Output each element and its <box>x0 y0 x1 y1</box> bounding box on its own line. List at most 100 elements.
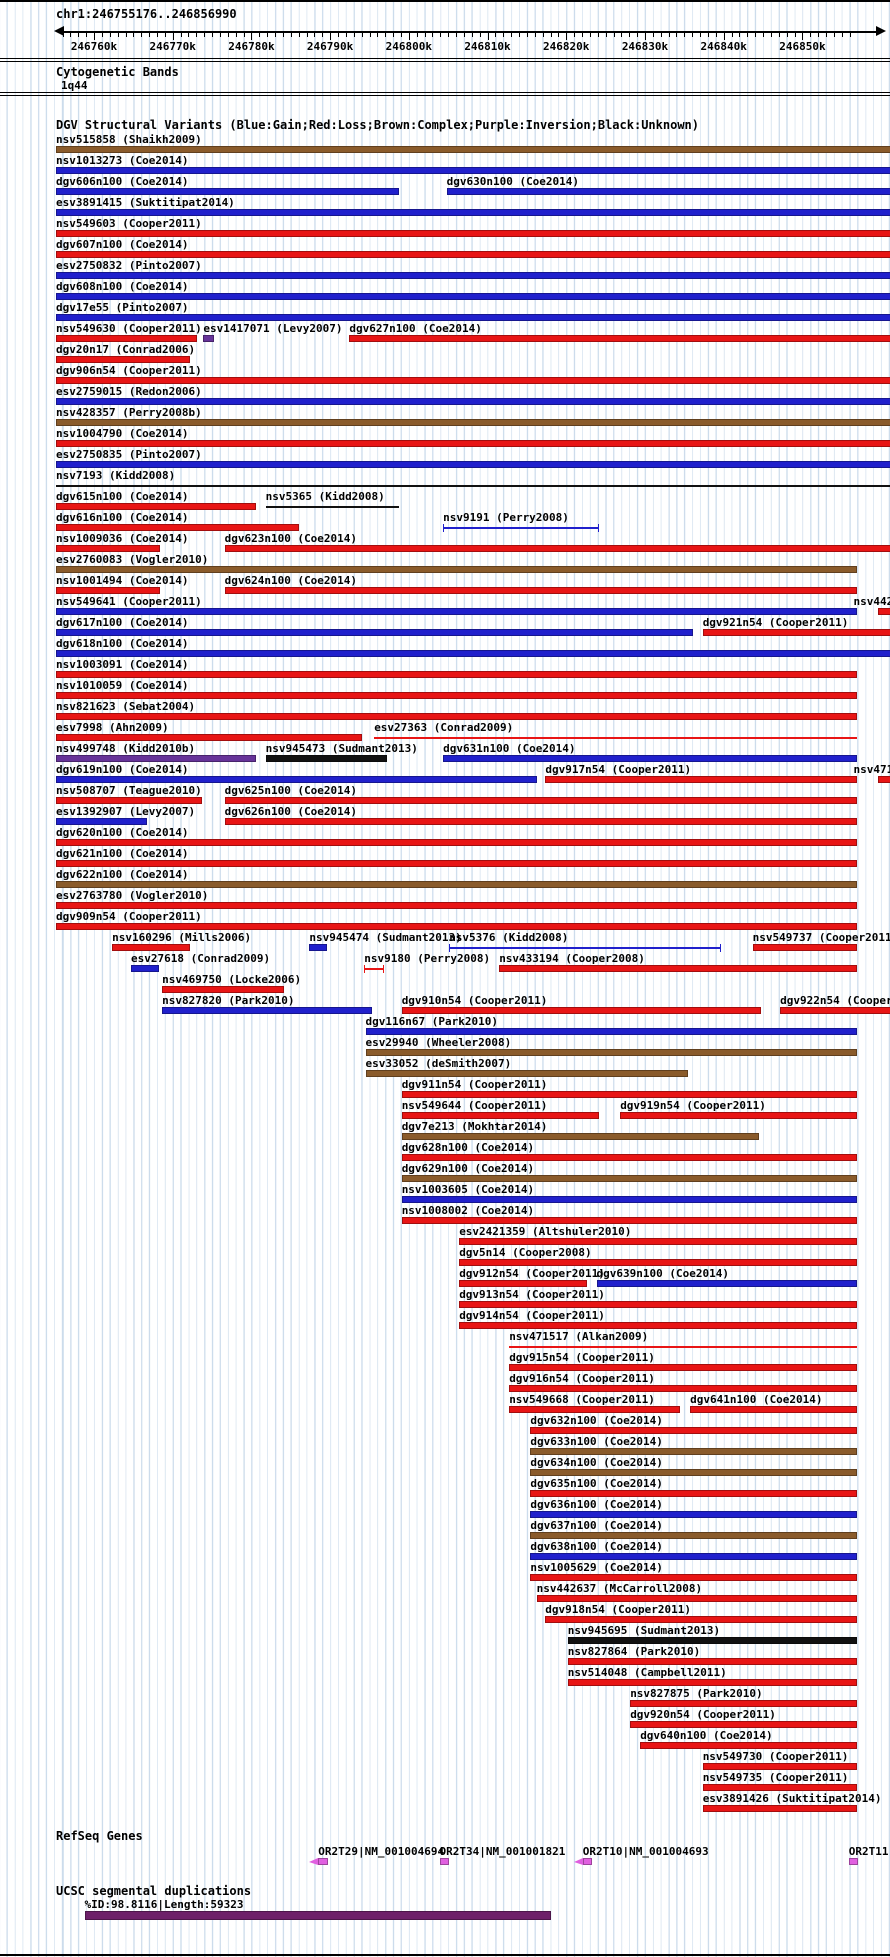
variant-line[interactable] <box>374 737 858 739</box>
variant-bar[interactable] <box>630 1721 858 1728</box>
variant-bar[interactable] <box>56 608 858 615</box>
variant-bar[interactable] <box>459 1322 858 1329</box>
variant-bar[interactable] <box>112 944 190 951</box>
variant-bar[interactable] <box>545 1616 858 1623</box>
variant-bar[interactable] <box>56 272 890 279</box>
segdup-bar[interactable] <box>84 1911 552 1920</box>
variant-bar[interactable] <box>56 902 858 909</box>
variant-bar[interactable] <box>349 335 890 342</box>
variant-bar[interactable] <box>56 587 160 594</box>
variant-bar[interactable] <box>702 1763 858 1770</box>
variant-bar[interactable] <box>877 608 890 615</box>
variant-bar[interactable] <box>401 1091 858 1098</box>
variant-bar[interactable] <box>56 692 858 699</box>
variant-bar[interactable] <box>56 713 858 720</box>
variant-bar[interactable] <box>56 923 858 930</box>
variant-bar[interactable] <box>401 1154 858 1161</box>
variant-bar[interactable] <box>401 1196 858 1203</box>
variant-line[interactable] <box>56 485 890 487</box>
variant-bar[interactable] <box>530 1427 858 1434</box>
variant-bar[interactable] <box>56 188 400 195</box>
variant-bar[interactable] <box>224 797 858 804</box>
gene-glyph[interactable] <box>848 1858 859 1865</box>
variant-bar[interactable] <box>56 293 890 300</box>
variant-bar[interactable] <box>365 1049 858 1056</box>
variant-bar[interactable] <box>265 755 387 762</box>
variant-bar[interactable] <box>162 986 285 993</box>
variant-bar[interactable] <box>56 146 890 153</box>
gene-glyph[interactable] <box>318 1858 329 1865</box>
variant-bar[interactable] <box>752 944 858 951</box>
variant-bar[interactable] <box>56 356 190 363</box>
variant-bar[interactable] <box>530 1490 858 1497</box>
variant-bar[interactable] <box>56 566 858 573</box>
variant-bar[interactable] <box>224 818 858 825</box>
variant-bar[interactable] <box>780 1007 890 1014</box>
variant-bar[interactable] <box>630 1700 858 1707</box>
variant-bar[interactable] <box>56 650 890 657</box>
variant-bar[interactable] <box>443 755 858 762</box>
variant-bar[interactable] <box>567 1637 858 1644</box>
variant-bar[interactable] <box>309 944 327 951</box>
variant-bar[interactable] <box>530 1448 858 1455</box>
variant-bar[interactable] <box>530 1511 858 1518</box>
variant-bar[interactable] <box>702 1805 858 1812</box>
variant-bar[interactable] <box>877 776 890 783</box>
variant-bar[interactable] <box>224 545 890 552</box>
variant-bar[interactable] <box>56 461 890 468</box>
variant-bar[interactable] <box>56 440 890 447</box>
variant-bar[interactable] <box>530 1532 858 1539</box>
variant-bar[interactable] <box>56 797 202 804</box>
variant-bar[interactable] <box>401 1007 762 1014</box>
variant-bar[interactable] <box>56 419 890 426</box>
variant-bar[interactable] <box>567 1658 858 1665</box>
variant-bar[interactable] <box>56 818 148 825</box>
variant-bar[interactable] <box>401 1133 760 1140</box>
variant-bar[interactable] <box>56 251 890 258</box>
variant-bar[interactable] <box>401 1175 858 1182</box>
variant-bar[interactable] <box>56 629 693 636</box>
variant-bar[interactable] <box>56 314 890 321</box>
variant-bar[interactable] <box>401 1112 599 1119</box>
variant-bar[interactable] <box>596 1280 858 1287</box>
variant-bar[interactable] <box>56 545 160 552</box>
variant-bar[interactable] <box>56 755 256 762</box>
variant-bar[interactable] <box>459 1238 858 1245</box>
variant-bar[interactable] <box>365 1070 689 1077</box>
variant-bar[interactable] <box>56 398 890 405</box>
variant-bar[interactable] <box>224 587 858 594</box>
variant-bar[interactable] <box>459 1259 858 1266</box>
variant-bar[interactable] <box>690 1406 858 1413</box>
variant-bar[interactable] <box>446 188 890 195</box>
variant-bar[interactable] <box>530 1553 858 1560</box>
variant-line[interactable] <box>364 965 385 973</box>
variant-bar[interactable] <box>499 965 858 972</box>
variant-line[interactable] <box>265 506 400 508</box>
variant-bar[interactable] <box>203 335 214 342</box>
variant-bar[interactable] <box>131 965 159 972</box>
variant-bar[interactable] <box>56 734 362 741</box>
variant-bar[interactable] <box>56 671 858 678</box>
variant-bar[interactable] <box>459 1301 858 1308</box>
variant-bar[interactable] <box>56 860 858 867</box>
variant-bar[interactable] <box>56 377 890 384</box>
variant-bar[interactable] <box>702 1784 858 1791</box>
variant-bar[interactable] <box>702 629 890 636</box>
variant-line[interactable] <box>509 1346 858 1348</box>
gene-glyph[interactable] <box>439 1858 449 1865</box>
variant-line[interactable] <box>449 944 722 952</box>
variant-line[interactable] <box>443 524 600 532</box>
variant-bar[interactable] <box>56 839 858 846</box>
variant-bar[interactable] <box>567 1679 858 1686</box>
variant-bar[interactable] <box>401 1217 858 1224</box>
variant-bar[interactable] <box>56 230 890 237</box>
variant-bar[interactable] <box>509 1406 681 1413</box>
variant-bar[interactable] <box>545 776 858 783</box>
variant-bar[interactable] <box>640 1742 858 1749</box>
variant-bar[interactable] <box>620 1112 858 1119</box>
variant-bar[interactable] <box>56 881 858 888</box>
variant-bar[interactable] <box>162 1007 372 1014</box>
variant-bar[interactable] <box>536 1595 858 1602</box>
gene-glyph[interactable] <box>582 1858 593 1865</box>
variant-bar[interactable] <box>530 1574 858 1581</box>
